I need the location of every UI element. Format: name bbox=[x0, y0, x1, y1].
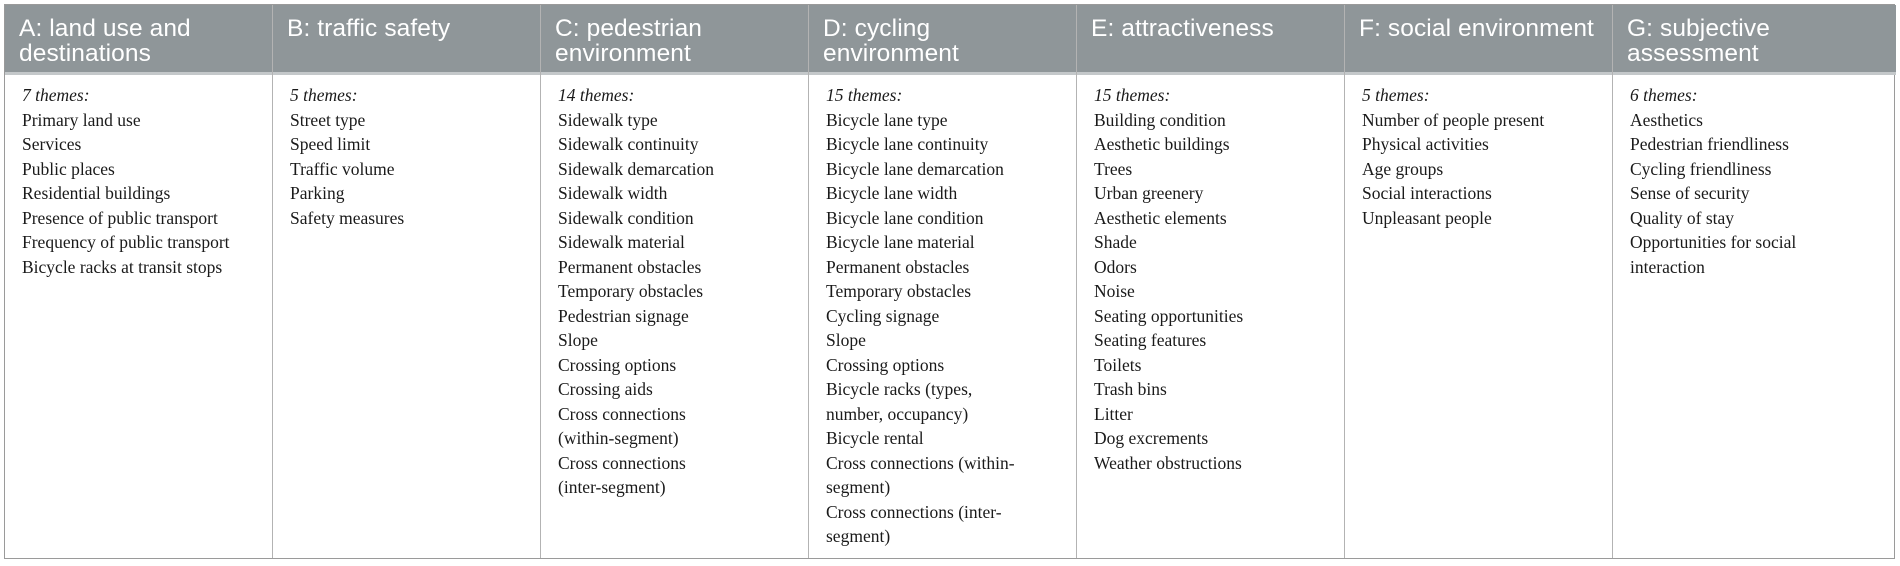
column-header: C: pedestrian environment bbox=[541, 5, 808, 75]
theme-item: Seating opportunities bbox=[1094, 305, 1244, 326]
theme-item: Slope bbox=[826, 330, 866, 350]
theme-item: Seating features bbox=[1094, 330, 1207, 350]
theme-item: Cycling friendliness bbox=[1630, 158, 1772, 179]
theme-item: Aesthetic buildings bbox=[1094, 134, 1230, 154]
theme-item: Permanent obstacles bbox=[558, 256, 702, 277]
theme-item: Quality of stay bbox=[1630, 207, 1735, 228]
theme-item: Pedestrian signage bbox=[558, 305, 689, 326]
theme-item: Cross connections (within-segment) bbox=[558, 403, 686, 449]
theme-item: Physical activities bbox=[1362, 134, 1489, 154]
theme-item: Age groups bbox=[1362, 158, 1444, 179]
theme-item: Urban greenery bbox=[1094, 183, 1204, 203]
theme-count: 5 themes: bbox=[1362, 85, 1430, 105]
theme-item: Social interactions bbox=[1362, 183, 1492, 203]
theme-item: Parking bbox=[290, 183, 345, 203]
theme-item: Permanent obstacles bbox=[826, 256, 970, 277]
theme-item: Cross connections (inter-segment) bbox=[826, 501, 1002, 547]
theme-item: Toilets bbox=[1094, 354, 1142, 375]
theme-item: Trash bins bbox=[1094, 379, 1167, 399]
theme-item: Bicycle racks at transit stops bbox=[22, 256, 223, 277]
theme-item: Crossing options bbox=[826, 354, 945, 375]
column-c: C: pedestrian environment 14 themes: Sid… bbox=[541, 5, 809, 558]
theme-item: Residential buildings bbox=[22, 183, 171, 203]
theme-item: Temporary obstacles bbox=[558, 281, 704, 301]
theme-item: Sidewalk condition bbox=[558, 207, 694, 228]
column-a: A: land use and destinations 7 themes: P… bbox=[5, 5, 273, 558]
column-body: 7 themes: Primary land use Services Publ… bbox=[5, 75, 272, 279]
theme-item: Temporary obstacles bbox=[826, 281, 972, 301]
theme-item: Cross connections (inter-segment) bbox=[558, 452, 686, 498]
theme-item: Sense of security bbox=[1630, 183, 1750, 203]
theme-item: Bicycle lane material bbox=[826, 232, 975, 252]
column-g: G: subjective assessment 6 themes: Aesth… bbox=[1613, 5, 1896, 558]
theme-item: Speed limit bbox=[290, 134, 371, 154]
theme-item: Bicycle lane type bbox=[826, 109, 948, 130]
column-body: 6 themes: Aesthetics Pedestrian friendli… bbox=[1613, 75, 1896, 279]
theme-item: Bicycle lane condition bbox=[826, 207, 984, 228]
theme-item: Opportunities for social interaction bbox=[1630, 232, 1797, 277]
column-f: F: social environment 5 themes: Number o… bbox=[1345, 5, 1613, 558]
theme-item: Frequency of public transport bbox=[22, 232, 230, 252]
column-e: E: attractiveness 15 themes: Building co… bbox=[1077, 5, 1345, 558]
theme-item: Building condition bbox=[1094, 109, 1226, 130]
column-body: 15 themes: Building condition Aesthetic … bbox=[1077, 75, 1344, 475]
column-b: B: traffic safety 5 themes: Street type … bbox=[273, 5, 541, 558]
theme-item: Weather obstructions bbox=[1094, 452, 1242, 473]
theme-item: Safety measures bbox=[290, 207, 405, 228]
theme-count: 15 themes: bbox=[1094, 85, 1171, 105]
column-header: E: attractiveness bbox=[1077, 5, 1344, 75]
theme-item: Bicycle lane width bbox=[826, 183, 958, 203]
theme-item: Presence of public transport bbox=[22, 207, 218, 228]
theme-item: Street type bbox=[290, 109, 366, 130]
theme-count: 5 themes: bbox=[290, 85, 358, 105]
theme-item: Pedestrian friendliness bbox=[1630, 134, 1789, 154]
column-body: 15 themes: Bicycle lane type Bicycle lan… bbox=[809, 75, 1076, 549]
theme-item: Odors bbox=[1094, 256, 1137, 277]
column-body: 14 themes: Sidewalk type Sidewalk contin… bbox=[541, 75, 808, 500]
theme-item: Services bbox=[22, 134, 82, 154]
theme-item: Unpleasant people bbox=[1362, 207, 1492, 228]
theme-item: Bicycle lane demarcation bbox=[826, 158, 1004, 179]
theme-count: 6 themes: bbox=[1630, 85, 1698, 105]
theme-item: Bicycle rental bbox=[826, 428, 924, 448]
theme-item: Sidewalk continuity bbox=[558, 134, 699, 154]
column-header: B: traffic safety bbox=[273, 5, 540, 75]
column-d: D: cycling environment 15 themes: Bicycl… bbox=[809, 5, 1077, 558]
column-header: G: subjective assessment bbox=[1613, 5, 1896, 75]
theme-item: Sidewalk demarcation bbox=[558, 158, 714, 179]
theme-item: Number of people present bbox=[1362, 109, 1545, 130]
theme-item: Sidewalk material bbox=[558, 232, 685, 252]
theme-item: Slope bbox=[558, 330, 598, 350]
column-header: D: cycling environment bbox=[809, 5, 1076, 75]
theme-item: Cross connections (within-segment) bbox=[826, 452, 1015, 498]
themes-table: A: land use and destinations 7 themes: P… bbox=[4, 4, 1896, 559]
theme-item: Litter bbox=[1094, 403, 1133, 424]
theme-item: Sidewalk width bbox=[558, 183, 668, 203]
theme-item: Sidewalk type bbox=[558, 109, 658, 130]
theme-item: Bicycle racks (types, number, occupancy) bbox=[826, 379, 973, 424]
column-body: 5 themes: Number of people present Physi… bbox=[1345, 75, 1612, 230]
theme-item: Primary land use bbox=[22, 109, 141, 130]
theme-item: Public places bbox=[22, 158, 115, 179]
theme-item: Dog excrements bbox=[1094, 428, 1209, 448]
theme-item: Bicycle lane continuity bbox=[826, 134, 989, 154]
theme-item: Aesthetic elements bbox=[1094, 207, 1227, 228]
column-header: A: land use and destinations bbox=[5, 5, 272, 75]
theme-count: 15 themes: bbox=[826, 85, 903, 105]
theme-count: 7 themes: bbox=[22, 85, 90, 105]
theme-item: Cycling signage bbox=[826, 305, 940, 326]
theme-item: Traffic volume bbox=[290, 158, 395, 179]
theme-item: Shade bbox=[1094, 232, 1137, 252]
theme-item: Noise bbox=[1094, 281, 1135, 301]
theme-item: Aesthetics bbox=[1630, 109, 1703, 130]
theme-item: Crossing options bbox=[558, 354, 677, 375]
column-header: F: social environment bbox=[1345, 5, 1612, 75]
column-body: 5 themes: Street type Speed limit Traffi… bbox=[273, 75, 540, 230]
theme-item: Trees bbox=[1094, 158, 1133, 179]
theme-count: 14 themes: bbox=[558, 85, 635, 105]
theme-item: Crossing aids bbox=[558, 379, 653, 399]
